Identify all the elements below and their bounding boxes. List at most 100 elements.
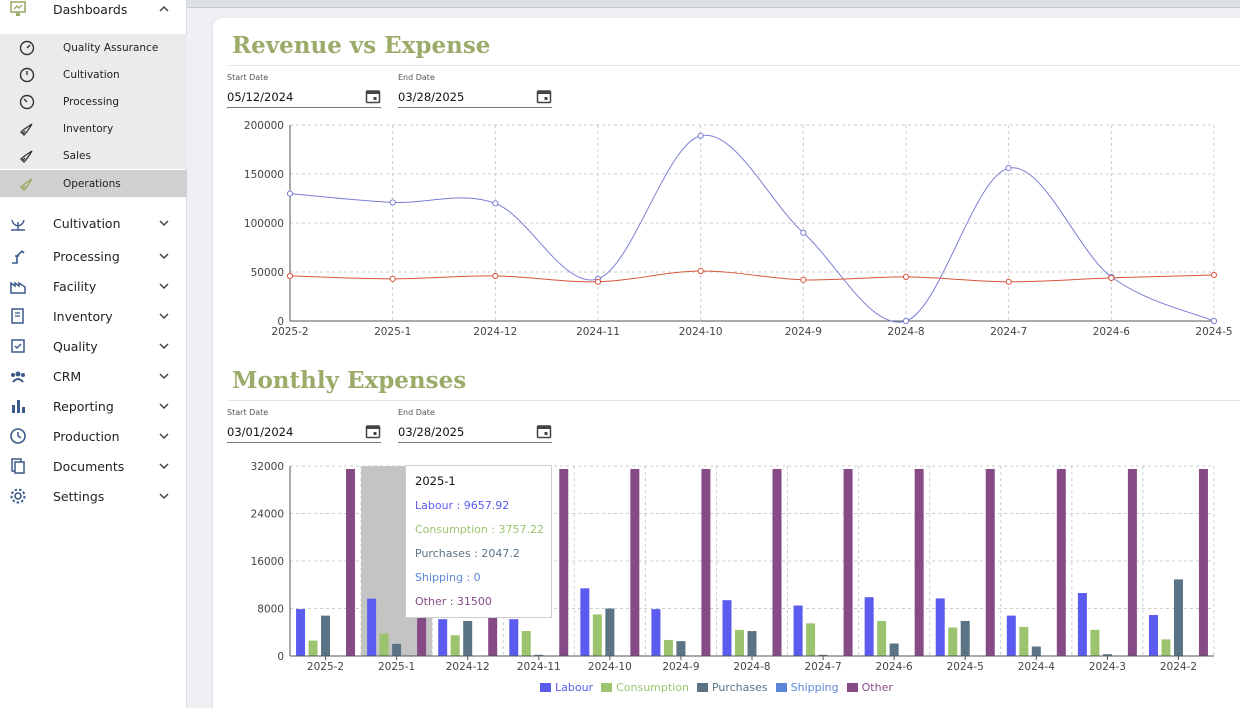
sidebar-group-label: Documents [53, 458, 125, 474]
sidebar-subitem-inventory[interactable]: Inventory [0, 115, 187, 142]
sidebar-group-reporting[interactable]: Reporting [0, 394, 187, 418]
calendar-icon[interactable] [536, 423, 552, 439]
x-tick-label: 2024-8 [733, 661, 770, 673]
y-tick-label: 100000 [244, 218, 284, 230]
sidebar-group-settings[interactable]: Settings [0, 484, 187, 508]
chevron-up-icon [159, 5, 169, 12]
bar-consumption [450, 635, 460, 656]
plant-icon [11, 219, 25, 231]
sidebar-subitem-processing[interactable]: Processing [0, 88, 187, 115]
gear-icon [10, 488, 26, 504]
section-divider [228, 400, 1240, 401]
expenses-start-date-field[interactable]: 03/01/2024 [227, 421, 381, 443]
sidebar-subitem-operations[interactable]: Operations [0, 170, 187, 197]
calendar-icon[interactable] [365, 88, 381, 104]
x-tick-label: 2025-1 [378, 661, 415, 673]
sidebar-group-label: Settings [53, 488, 105, 504]
legend-item-consumption[interactable]: Consumption [601, 681, 689, 694]
chevron-down-icon [159, 283, 169, 290]
x-tick-label: 2024-10 [679, 326, 723, 338]
bar-consumption [663, 639, 673, 656]
bar-labour [438, 619, 448, 656]
data-point-expense [902, 273, 910, 280]
sidebar-subitem-cultivation[interactable]: Cultivation [0, 61, 187, 88]
legend-item-other[interactable]: Other [846, 681, 893, 694]
x-tick-label: 2024-11 [576, 326, 620, 338]
sidebar-group-crm[interactable]: CRM [0, 364, 187, 388]
revenue-start-date-field[interactable]: 05/12/2024 [227, 86, 381, 108]
x-tick-label: 2024-10 [588, 661, 632, 673]
sidebar-subitem-label: Processing [63, 95, 120, 108]
series-line-revenue [289, 134, 1215, 323]
sidebar-group-label: Facility [53, 278, 97, 294]
chevron-down-icon [159, 343, 169, 350]
sidebar-group-documents[interactable]: Documents [0, 454, 187, 478]
bar-purchases [534, 654, 544, 656]
y-tick-label: 0 [277, 316, 284, 328]
legend-item-shipping[interactable]: Shipping [775, 681, 839, 694]
legend-label: Other [861, 681, 893, 694]
y-tick-label: 24000 [251, 509, 284, 521]
y-tick-label: 150000 [244, 169, 284, 181]
sidebar-subitem-quality-assurance[interactable]: Quality Assurance [0, 34, 187, 61]
x-tick-label: 2024-9 [785, 326, 822, 338]
bar-purchases [463, 620, 473, 656]
rocket-icon [19, 177, 33, 191]
y-tick-label: 32000 [251, 461, 284, 473]
sidebar-subitem-sales[interactable]: Sales [0, 142, 187, 169]
legend-swatch [540, 683, 551, 692]
calendar-icon[interactable] [365, 423, 381, 439]
chevron-down-icon [159, 373, 169, 380]
bar-purchases [747, 631, 757, 656]
data-point-revenue [286, 190, 294, 197]
sidebar-group-dashboards[interactable]: Dashboards [0, 0, 187, 21]
factory-icon [10, 281, 26, 294]
sidebar-group-facility[interactable]: Facility [0, 274, 187, 298]
data-point-revenue [697, 132, 704, 139]
legend-item-purchases[interactable]: Purchases [696, 681, 768, 694]
bar-purchases [1173, 579, 1183, 656]
bar-labour [1006, 615, 1016, 656]
bar-other [914, 468, 924, 656]
x-tick-label: 2024-9 [662, 661, 699, 673]
x-tick-label: 2025-2 [307, 661, 344, 673]
machine-icon [12, 250, 25, 264]
bar-consumption [948, 627, 958, 656]
bar-labour [1077, 593, 1087, 656]
sidebar-group-processing[interactable]: Processing [0, 244, 187, 268]
top-strip [187, 0, 1240, 8]
data-point-expense [1005, 278, 1012, 285]
sidebar-group-cultivation[interactable]: Cultivation [0, 211, 187, 235]
sidebar-group-production[interactable]: Production [0, 424, 187, 448]
legend-swatch [696, 683, 708, 692]
legend-item-labour[interactable]: Labour [540, 681, 593, 694]
bar-labour [580, 588, 590, 656]
bar-labour [367, 598, 377, 656]
bar-purchases [392, 643, 402, 656]
legend-label: Purchases [711, 681, 768, 694]
bar-consumption [806, 623, 816, 656]
date-value: 03/01/2024 [227, 425, 294, 439]
people-icon [11, 371, 25, 383]
calendar-icon[interactable] [536, 88, 552, 104]
sidebar-group-label: Production [53, 428, 120, 444]
bar-consumption [1090, 629, 1100, 656]
data-point-revenue [800, 229, 807, 236]
revenue-end-date-field[interactable]: 03/28/2025 [398, 86, 552, 108]
bar-chart-icon [12, 400, 25, 413]
sidebar-group-inventory[interactable]: Inventory [0, 304, 187, 328]
x-tick-label: 2024-7 [804, 661, 841, 673]
bar-consumption [1019, 626, 1029, 656]
sidebar-group-quality[interactable]: Quality [0, 334, 187, 358]
chevron-down-icon [159, 403, 169, 410]
sidebar-group-label: CRM [53, 368, 82, 384]
tooltip-row-other: Other : 31500 [415, 595, 492, 608]
x-tick-label: 2024-12 [473, 326, 517, 338]
expenses-section-title: Monthly Expenses [232, 367, 467, 394]
expenses-end-date-field[interactable]: 03/28/2025 [398, 421, 552, 443]
y-tick-label: 8000 [257, 604, 284, 616]
tooltip-row-labour: Labour : 9657.92 [415, 499, 510, 512]
x-tick-label: 2024-6 [876, 661, 914, 673]
data-point-expense [1210, 271, 1218, 279]
